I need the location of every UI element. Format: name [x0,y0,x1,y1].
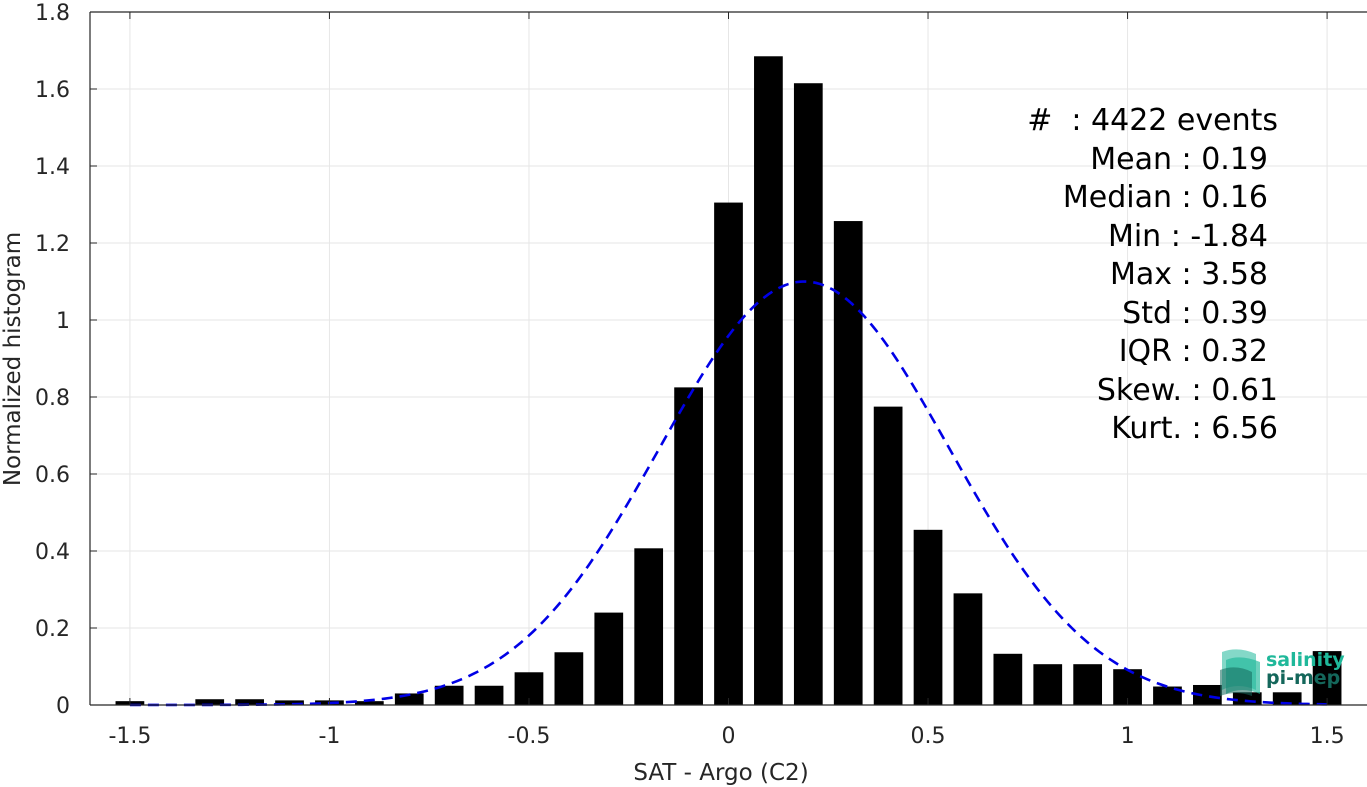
y-tick-label: 0.6 [35,463,70,488]
y-tick-label: 0.4 [35,540,70,565]
histogram-bar [754,56,783,705]
y-tick-label: 0.8 [35,386,70,411]
y-axis-label: Normalized histogram [0,232,26,486]
histogram-bar [1312,651,1342,705]
x-tick-label: 1.5 [1310,724,1345,749]
x-tick-label: 1 [1121,724,1135,749]
histogram-bar [634,548,664,705]
stat-std: Std : 0.39 [1122,295,1268,331]
y-tick-label: 1.2 [35,232,70,257]
x-tick-label: -0.5 [508,724,551,749]
wave-logo-icon [1220,649,1260,696]
stat-kurt: Kurt. : 6.56 [1111,411,1278,446]
histogram-bar [873,406,903,705]
y-tick-labels: 0 0.2 0.4 0.6 0.8 1 1.2 1.4 1.6 1.8 [35,1,70,719]
y-tick-label: 0 [56,694,70,719]
y-tick-label: 1.6 [35,78,70,103]
histogram-bar [594,612,624,705]
stat-count: # : 4422 events [1027,103,1278,138]
stat-median: Median : 0.16 [1062,180,1268,215]
histogram-bar [714,202,743,705]
histogram-bar [953,593,983,705]
axes [89,11,1367,706]
salinity-pi-mep-logo: salinity pi-mep [1216,646,1356,698]
histogram-bar [434,685,464,705]
histogram-bar [235,699,264,705]
histogram-bar [275,700,304,705]
histogram-bar [1272,692,1302,705]
stat-mean: Mean : 0.19 [1090,141,1268,177]
logo-text-salinity: salinity [1266,649,1345,671]
y-tick-label: 0.2 [35,617,70,642]
logo-text-pi-mep: pi-mep [1266,667,1341,689]
histogram-bar [1193,684,1222,705]
x-axis-label: SAT - Argo (C2) [633,760,808,786]
x-tick-label: -1.5 [108,724,151,749]
histogram-bar [1073,664,1103,705]
histogram-bar [913,529,943,705]
y-tick-label: 1.4 [35,155,70,180]
x-tick-label: 0.5 [911,724,946,749]
stat-skew: Skew. : 0.61 [1096,372,1278,408]
histogram-bar [1153,686,1182,705]
histogram-bars [115,56,1342,706]
histogram-bar [554,652,584,705]
stat-min: Min : -1.84 [1107,218,1268,254]
x-tick-labels: -1.5 -1 -0.5 0 0.5 1 1.5 [108,724,1344,749]
histogram-bar [354,701,384,705]
x-tick-label: -1 [318,724,340,749]
histogram-bar [993,653,1023,705]
histogram-bar [1033,664,1063,705]
x-tick-label: 0 [722,724,736,749]
histogram-bar [474,685,504,705]
statistics-box: # : 4422 events Mean : 0.19 Median : 0.1… [960,102,1290,449]
stat-iqr: IQR : 0.32 [1118,334,1268,369]
histogram-bar [793,83,823,706]
histogram-bar [394,693,424,705]
histogram-bar [195,699,225,705]
y-tick-label: 1 [56,309,70,334]
histogram-bar [674,387,703,705]
stat-max: Max : 3.58 [1110,257,1268,292]
y-tick-label: 1.8 [35,1,70,26]
